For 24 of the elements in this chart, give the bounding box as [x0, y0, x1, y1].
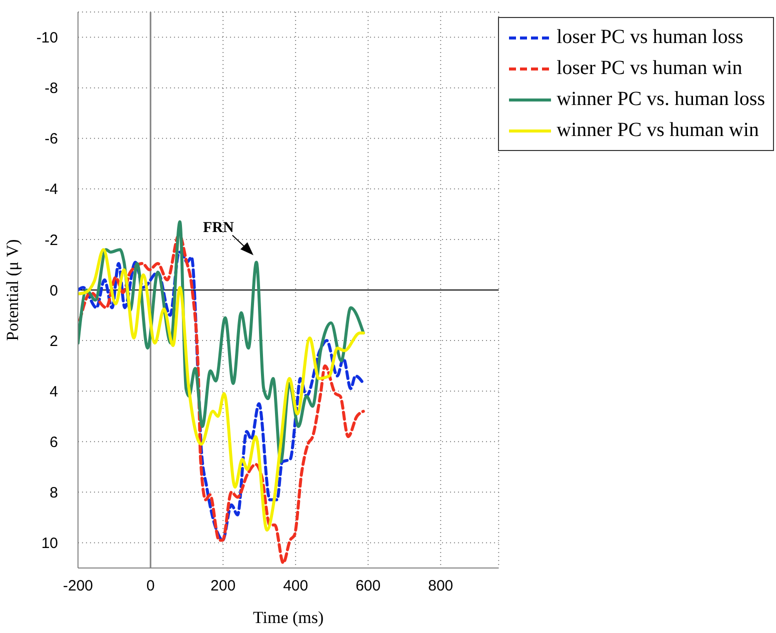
x-axis-title: Time (ms) — [252, 608, 324, 627]
y-tick-label: -6 — [44, 130, 58, 148]
x-tick-label: 400 — [283, 578, 308, 595]
y-tick-label: 2 — [50, 332, 58, 350]
y-tick-label: -4 — [44, 181, 58, 198]
x-tick-label: 600 — [356, 578, 381, 595]
y-tick-label: -10 — [36, 30, 58, 47]
legend-label: loser PC vs human loss — [556, 25, 744, 50]
annotation: FRN — [203, 220, 234, 236]
x-tick-label: 200 — [210, 578, 236, 595]
x-tick-label: -200 — [62, 578, 94, 595]
y-tick-label: 4 — [50, 383, 58, 400]
legend-label: winner PC vs human win — [556, 118, 759, 143]
y-tick-label: 0 — [50, 282, 58, 300]
legend-label: loser PC vs human win — [556, 56, 742, 81]
x-tick-label: 0 — [146, 578, 155, 595]
x-tick-label: 800 — [428, 578, 454, 595]
y-tick-label: -2 — [44, 232, 58, 249]
y-tick-label: -8 — [44, 80, 58, 98]
y-tick-label: 10 — [41, 535, 58, 552]
y-tick-label: 8 — [50, 484, 58, 502]
y-tick-label: 6 — [50, 434, 58, 451]
y-axis-title: Potential (μ V) — [3, 239, 22, 341]
legend-label: winner PC vs. human loss — [556, 87, 765, 112]
